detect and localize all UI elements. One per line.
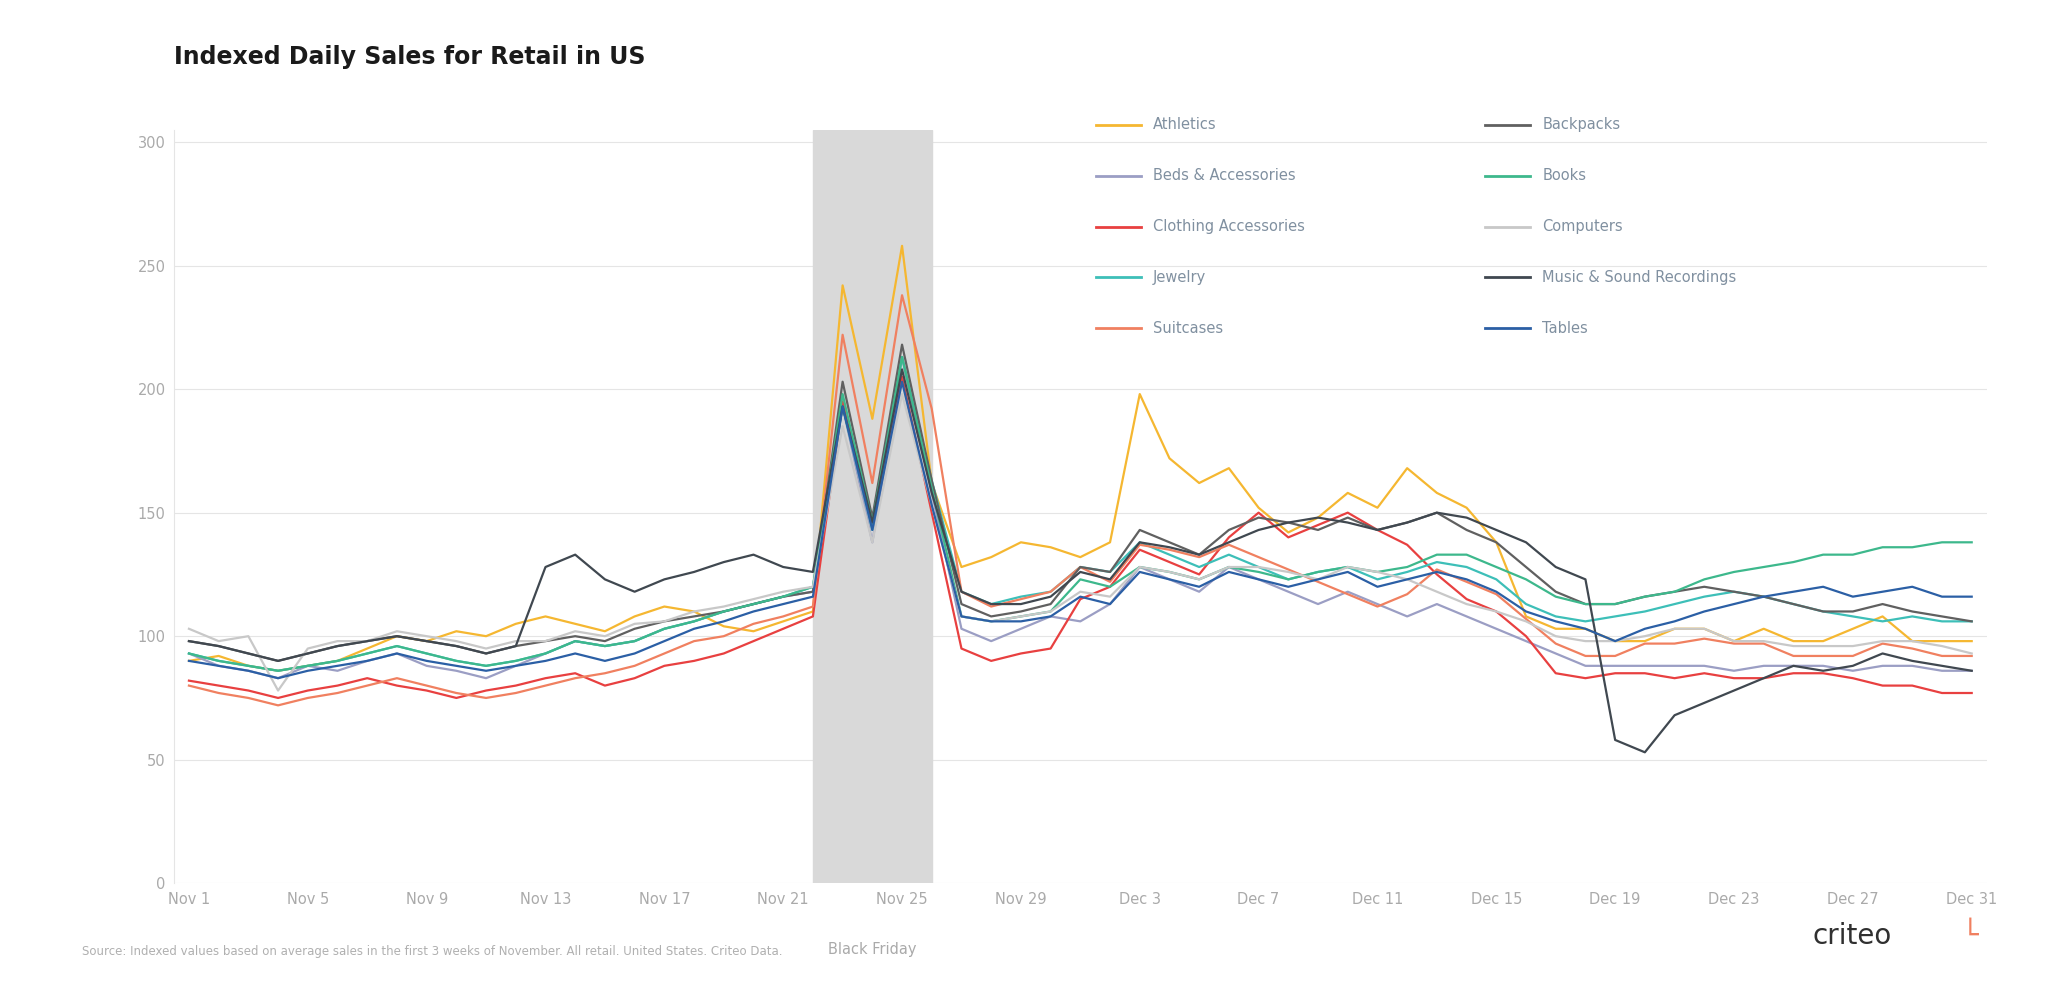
Text: Indexed Daily Sales for Retail in US: Indexed Daily Sales for Retail in US: [174, 45, 645, 69]
Text: Athletics: Athletics: [1153, 117, 1217, 133]
Text: Music & Sound Recordings: Music & Sound Recordings: [1542, 269, 1737, 285]
Text: criteo: criteo: [1812, 922, 1892, 950]
Text: Computers: Computers: [1542, 219, 1622, 235]
Text: Clothing Accessories: Clothing Accessories: [1153, 219, 1305, 235]
Bar: [813, 130, 932, 883]
Text: └: └: [1962, 922, 1978, 950]
Text: Backpacks: Backpacks: [1542, 117, 1620, 133]
Text: Tables: Tables: [1542, 320, 1587, 336]
Text: Source: Indexed values based on average sales in the first 3 weeks of November. : Source: Indexed values based on average …: [82, 945, 782, 958]
Text: Jewelry: Jewelry: [1153, 269, 1206, 285]
Text: Suitcases: Suitcases: [1153, 320, 1223, 336]
Text: Beds & Accessories: Beds & Accessories: [1153, 168, 1296, 184]
Text: Black Friday: Black Friday: [827, 941, 918, 956]
Text: Books: Books: [1542, 168, 1585, 184]
